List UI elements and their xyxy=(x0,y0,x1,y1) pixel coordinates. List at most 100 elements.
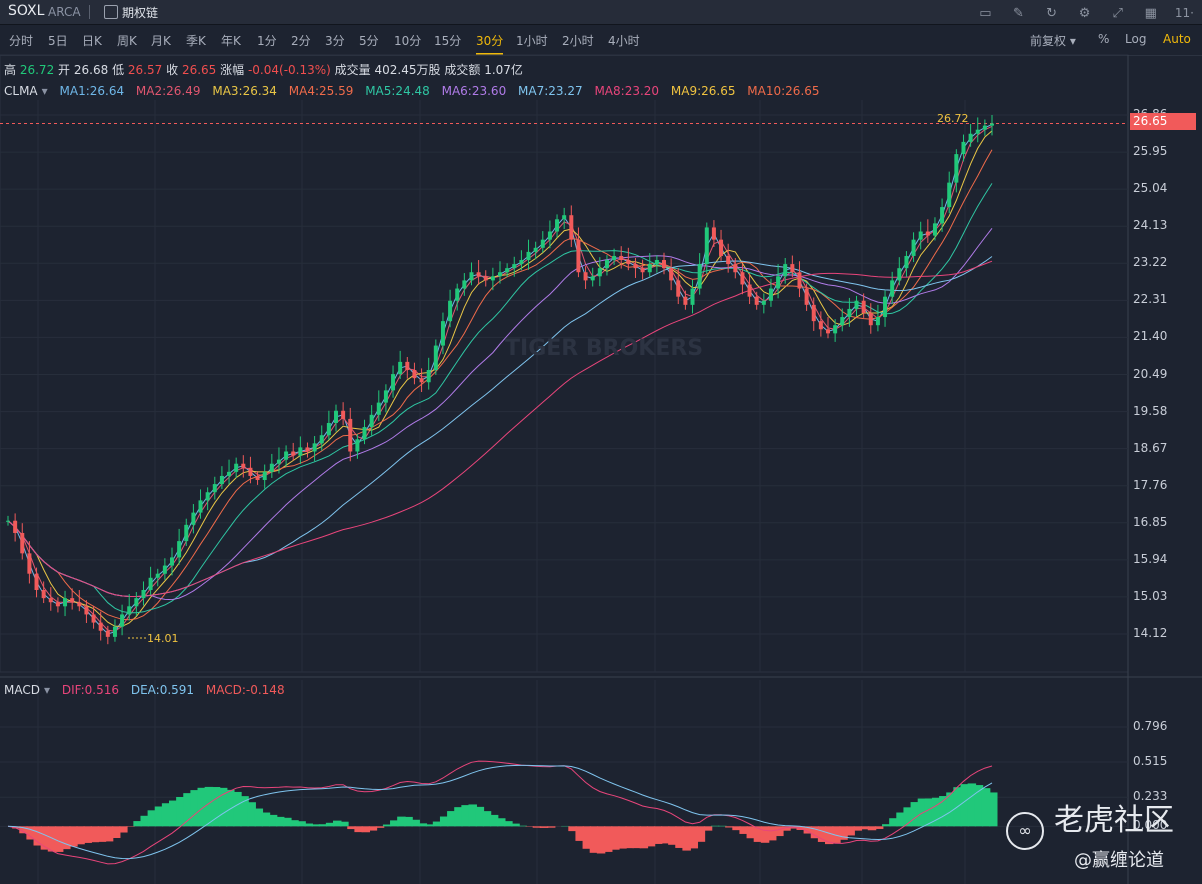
macd-histogram-bar xyxy=(283,817,292,827)
candle-body xyxy=(440,321,445,346)
layout-icon[interactable]: ▦ xyxy=(1144,6,1157,21)
candle-body xyxy=(797,272,802,289)
tab-timeframe[interactable]: 年K xyxy=(221,34,241,48)
macd-histogram-bar xyxy=(26,826,35,840)
price-axis-tick: 16.85 xyxy=(1133,514,1168,529)
candle-body xyxy=(376,402,381,415)
community-logo: ∞ 老虎社区 xyxy=(1006,795,1174,850)
candle-body xyxy=(63,598,68,607)
ma-legend-item: MA1:26.64 xyxy=(59,84,125,98)
candle-body xyxy=(619,255,624,261)
macd-histogram-bar xyxy=(746,826,756,839)
candle-body xyxy=(269,463,274,472)
tab-timeframe[interactable]: 月K xyxy=(151,34,171,48)
menu-button[interactable]: 11· xyxy=(1174,6,1194,20)
option-chain-button[interactable]: 期权链 xyxy=(104,4,158,21)
macd-histogram-bar xyxy=(197,787,207,827)
candle-body xyxy=(255,475,260,481)
candle-body xyxy=(804,288,809,305)
percent-toggle[interactable]: % xyxy=(1098,32,1110,46)
high-marker-label: 26.72 xyxy=(937,112,969,125)
candle-body xyxy=(77,602,82,607)
macd-histogram-bar xyxy=(803,826,813,834)
refresh-icon[interactable]: ↻ xyxy=(1046,6,1057,21)
indicator-name[interactable]: CLMA xyxy=(4,84,38,98)
ma-line xyxy=(7,183,993,614)
candle-body xyxy=(597,268,602,277)
candle-body xyxy=(861,300,866,313)
settings-icon[interactable]: ⚙ xyxy=(1078,6,1091,21)
macd-histogram-bar xyxy=(325,822,335,827)
tab-timeframe[interactable]: 5分 xyxy=(359,34,379,48)
fullscreen-icon[interactable]: ⤢ xyxy=(1112,6,1123,21)
tab-timeframe[interactable]: 周K xyxy=(117,34,137,48)
tab-timeframe[interactable]: 2小时 xyxy=(562,34,594,48)
candle-body xyxy=(961,141,966,155)
tab-timeframe[interactable]: 季K xyxy=(186,34,206,48)
tab-timeframe-active[interactable]: 30分 xyxy=(476,34,504,55)
macd-histogram-bar xyxy=(318,824,328,827)
tab-timeframe[interactable]: 1小时 xyxy=(516,34,548,48)
candle-body xyxy=(569,215,574,240)
ma-legend-item: MA9:26.65 xyxy=(670,84,736,98)
adjust-dropdown[interactable]: 前复权 ▾ xyxy=(1030,34,1076,48)
macd-histogram-bar xyxy=(960,784,969,827)
macd-histogram-bar xyxy=(589,826,599,853)
candle-body xyxy=(241,463,246,468)
candle-body xyxy=(847,308,852,318)
tab-timeframe[interactable]: 分时 xyxy=(9,34,34,48)
low-label: 低 xyxy=(112,63,125,77)
tab-timeframe[interactable]: 15分 xyxy=(434,34,462,48)
top-bar: SOXL ARCA 期权链 ▭ ✎ ↻ ⚙ ⤢ ▦ 11· xyxy=(0,0,1202,25)
auto-toggle[interactable]: Auto xyxy=(1163,32,1191,46)
tab-timeframe[interactable]: 1分 xyxy=(257,34,277,48)
candle-body xyxy=(48,598,53,603)
macd-axis-tick: 0.515 xyxy=(1133,754,1168,769)
macd-histogram-bar xyxy=(646,826,656,847)
last-price-tag: 26.65 xyxy=(1130,113,1196,130)
tab-timeframe[interactable]: 日K xyxy=(82,34,102,48)
chart-icon[interactable]: ▭ xyxy=(979,6,992,21)
open-label: 开 xyxy=(58,63,71,77)
tab-timeframe[interactable]: 4小时 xyxy=(608,34,640,48)
macd-histogram-bar xyxy=(226,789,235,827)
macd-histogram-bar xyxy=(924,798,934,827)
macd-name[interactable]: MACD xyxy=(4,683,40,697)
candle-body xyxy=(590,276,595,281)
tab-timeframe[interactable]: 2分 xyxy=(291,34,311,48)
low-value: 26.57 xyxy=(127,63,163,77)
macd-histogram-bar xyxy=(382,824,392,827)
macd-histogram-bar xyxy=(375,826,385,828)
tab-timeframe[interactable]: 5日 xyxy=(48,34,68,48)
macd-dropdown-icon[interactable]: ▾ xyxy=(43,683,51,697)
low-marker-label: 14.01 xyxy=(147,632,179,645)
macd-dif: DIF:0.516 xyxy=(61,683,119,697)
ma-legend-item: MA2:26.49 xyxy=(135,84,201,98)
macd-histogram-bar xyxy=(603,826,613,852)
indicator-dropdown-icon[interactable]: ▾ xyxy=(41,84,48,98)
symbol-label[interactable]: SOXL xyxy=(8,3,45,19)
macd-histogram-bar xyxy=(218,787,228,827)
log-toggle[interactable]: Log xyxy=(1125,32,1147,46)
tab-timeframe[interactable]: 10分 xyxy=(394,34,422,48)
candle-body xyxy=(647,264,652,273)
candle-body xyxy=(982,125,987,130)
macd-histogram-bar xyxy=(511,823,520,827)
candle-body xyxy=(198,500,203,513)
macd-histogram-bar xyxy=(333,820,342,827)
macd-histogram-bar xyxy=(161,803,171,827)
tab-timeframe[interactable]: 3分 xyxy=(325,34,345,48)
macd-histogram-bar xyxy=(639,826,649,849)
macd-histogram-bar xyxy=(874,826,884,829)
macd-dea-line xyxy=(7,764,993,860)
candle-body xyxy=(954,154,959,183)
candle-body xyxy=(547,231,552,240)
macd-histogram-bar xyxy=(275,816,285,827)
candle-body xyxy=(70,598,75,603)
candle-body xyxy=(298,447,303,456)
draw-icon[interactable]: ✎ xyxy=(1012,6,1024,21)
macd-dif-line xyxy=(7,760,993,865)
candle-body xyxy=(640,268,645,273)
candle-body xyxy=(148,577,153,591)
